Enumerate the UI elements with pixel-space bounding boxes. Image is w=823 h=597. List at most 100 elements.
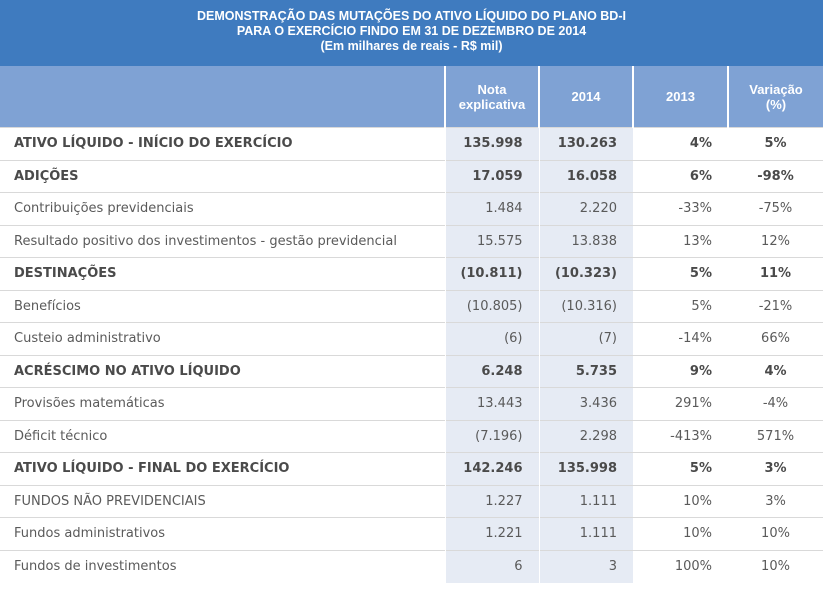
cell-2013: 9% [633,354,728,388]
cell-2014: (10.323) [538,257,633,290]
header-var-line1: Variação [749,81,803,97]
cell-nota: 142.246 [444,452,539,485]
row-label: ATIVO LÍQUIDO - FINAL DO EXERCÍCIO [0,452,445,485]
row-label: Benefícios [0,289,445,323]
cell-2014: 5.735 [538,354,633,388]
cell-2013: 5% [633,452,728,485]
table-row: Contribuições previdenciais 1.484 2.220 -33… [0,192,823,225]
row-label: Fundos de investimentos [0,549,445,583]
table-row: Fundos de investimentos 6 3 100% 10% [0,549,823,583]
cell-2014: 2.220 [538,192,633,225]
cell-variacao: 10% [728,517,823,550]
cell-2013: 13% [633,224,728,258]
cell-variacao: 3% [728,484,823,518]
cell-variacao: 12% [728,224,823,258]
table-row: Provisões matemáticas 13.443 3.436 291% -4% [0,387,823,420]
cell-variacao: 5% [728,127,823,160]
row-label: ATIVO LÍQUIDO - INÍCIO DO EXERCÍCIO [0,127,445,160]
table-title: DEMONSTRAÇÃO DAS MUTAÇÕES DO ATIVO LÍQUI… [0,0,823,66]
header-row: Nota explicativa 2014 2013 Variação (%) [0,66,823,128]
table-row: FUNDOS NÃO PREVIDENCIAIS 1.227 1.111 10% 3% [0,484,823,518]
cell-variacao: 571% [728,419,823,453]
cell-nota: 13.443 [444,387,539,420]
cell-2014: 3.436 [538,387,633,420]
cell-2014: 1.111 [538,484,633,518]
cell-nota: 1.227 [444,484,539,518]
cell-nota: 1.484 [444,192,539,225]
cell-nota: (7.196) [444,419,539,453]
row-label: FUNDOS NÃO PREVIDENCIAIS [0,484,445,518]
cell-nota: 1.221 [444,517,539,550]
title-line-1: DEMONSTRAÇÃO DAS MUTAÇÕES DO ATIVO LÍQUI… [197,9,626,23]
row-label: Fundos administrativos [0,517,445,550]
cell-variacao: -21% [728,289,823,323]
row-label: DESTINAÇÕES [0,257,445,290]
cell-2014: 13.838 [538,224,633,258]
table-row: ATIVO LÍQUIDO - INÍCIO DO EXERCÍCIO 135.9… [0,127,823,160]
table-row: ADIÇÕES 17.059 16.058 6% -98% [0,159,823,193]
row-label: Resultado positivo dos investimentos - g… [0,224,445,258]
cell-2013: 291% [633,387,728,420]
cell-nota: 15.575 [444,224,539,258]
cell-variacao: -4% [728,387,823,420]
header-variacao: Variação (%) [727,66,823,128]
row-label: Provisões matemáticas [0,387,445,420]
cell-nota: 17.059 [444,159,539,193]
cell-variacao: -98% [728,159,823,193]
cell-nota: (10.805) [444,289,539,323]
cell-nota: (6) [444,322,539,355]
header-nota-line2: explicativa [458,96,526,112]
cell-2013: 10% [633,484,728,518]
row-label: ACRÉSCIMO NO ATIVO LÍQUIDO [0,354,445,388]
cell-2013: -33% [633,192,728,225]
cell-2013: 5% [633,257,728,290]
table-row: Benefícios (10.805) (10.316) 5% -21% [0,289,823,323]
cell-2013: 100% [633,549,728,583]
header-nota: Nota explicativa [444,66,539,128]
cell-2014: 2.298 [538,419,633,453]
table-row: ACRÉSCIMO NO ATIVO LÍQUIDO 6.248 5.735 9% 4% [0,354,823,388]
row-label: Déficit técnico [0,419,445,453]
cell-2014: 130.263 [538,127,633,160]
table-row: ATIVO LÍQUIDO - FINAL DO EXERCÍCIO 142.24… [0,452,823,485]
cell-2013: -14% [633,322,728,355]
cell-variacao: 11% [728,257,823,290]
cell-variacao: 66% [728,322,823,355]
cell-2013: -413% [633,419,728,453]
header-nota-line1: Nota [477,81,507,97]
cell-2013: 6% [633,159,728,193]
cell-variacao: 10% [728,549,823,583]
row-label: ADIÇÕES [0,159,445,193]
row-label: Contribuições previdenciais [0,192,445,225]
financial-table: Nota explicativa 2014 2013 Variação (%) … [0,66,823,583]
header-2013: 2013 [632,66,728,128]
header-label [0,66,445,128]
cell-2014: 3 [538,549,633,583]
cell-2014: 1.111 [538,517,633,550]
cell-nota: 6.248 [444,354,539,388]
table-row: Déficit técnico (7.196) 2.298 -413% 571% [0,419,823,453]
title-line-2: PARA O EXERCÍCIO FINDO EM 31 DE DEZEMBRO… [236,24,587,38]
cell-2014: (7) [538,322,633,355]
cell-2013: 10% [633,517,728,550]
cell-nota: 135.998 [444,127,539,160]
cell-2013: 5% [633,289,728,323]
table-row: Resultado positivo dos investimentos - g… [0,224,823,258]
header-var-line2: (%) [765,96,787,112]
table-row: DESTINAÇÕES (10.811) (10.323) 5% 11% [0,257,823,290]
cell-2014: (10.316) [538,289,633,323]
table-row: Custeio administrativo (6) (7) -14% 66% [0,322,823,355]
cell-2013: 4% [633,127,728,160]
table-row: Fundos administrativos 1.221 1.111 10% 10% [0,517,823,550]
cell-variacao: 4% [728,354,823,388]
cell-variacao: -75% [728,192,823,225]
title-line-3: (Em milhares de reais - R$ mil) [320,39,503,53]
header-2014: 2014 [538,66,633,128]
row-label: Custeio administrativo [0,322,445,355]
cell-2014: 135.998 [538,452,633,485]
cell-nota: (10.811) [444,257,539,290]
cell-2014: 16.058 [538,159,633,193]
cell-nota: 6 [444,549,539,583]
cell-variacao: 3% [728,452,823,485]
